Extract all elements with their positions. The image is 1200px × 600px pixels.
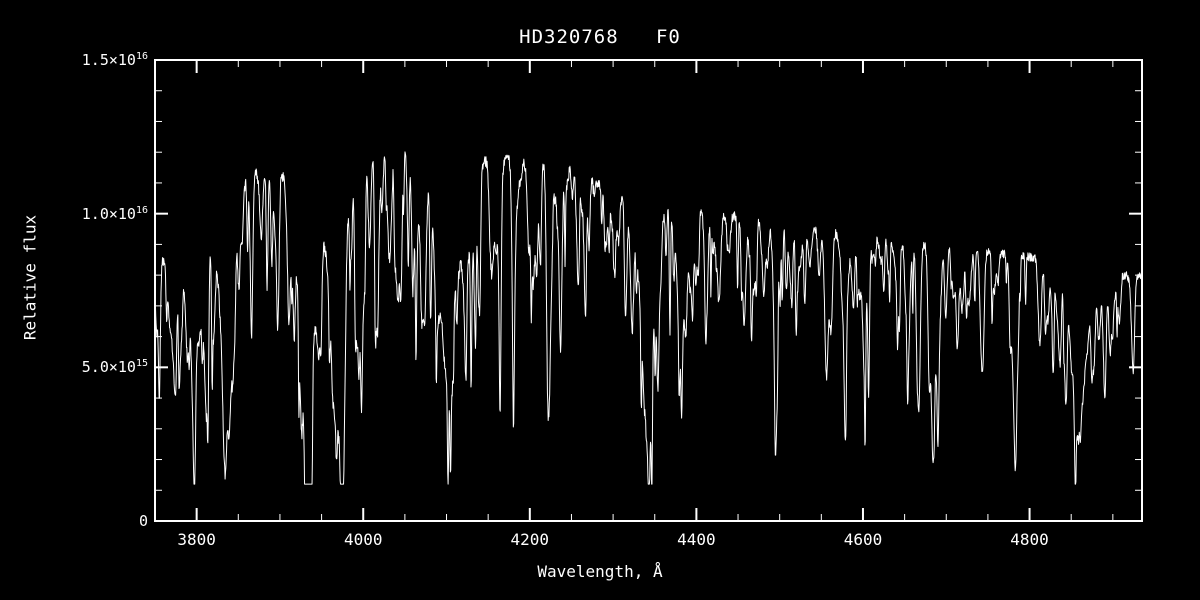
x-tick-label: 4800 [1010, 530, 1049, 549]
y-tick-label: 0 [138, 512, 148, 530]
x-tick-label: 3800 [177, 530, 216, 549]
x-tick-label: 4600 [843, 530, 883, 549]
x-axis-label: Wavelength, Å [537, 562, 663, 581]
y-tick-label: 1.5×1016 [81, 51, 148, 69]
spectrum-trace [156, 151, 1141, 485]
page-title: HD320768 F0 [519, 26, 681, 48]
x-tick-label: 4200 [510, 530, 550, 549]
y-tick-label: 1.0×1016 [81, 204, 148, 223]
x-tick-label: 4000 [343, 530, 383, 549]
x-tick-label: 4400 [677, 530, 716, 549]
axes-frame [154, 59, 1143, 522]
y-tick-label: 5.0×1015 [81, 358, 148, 377]
